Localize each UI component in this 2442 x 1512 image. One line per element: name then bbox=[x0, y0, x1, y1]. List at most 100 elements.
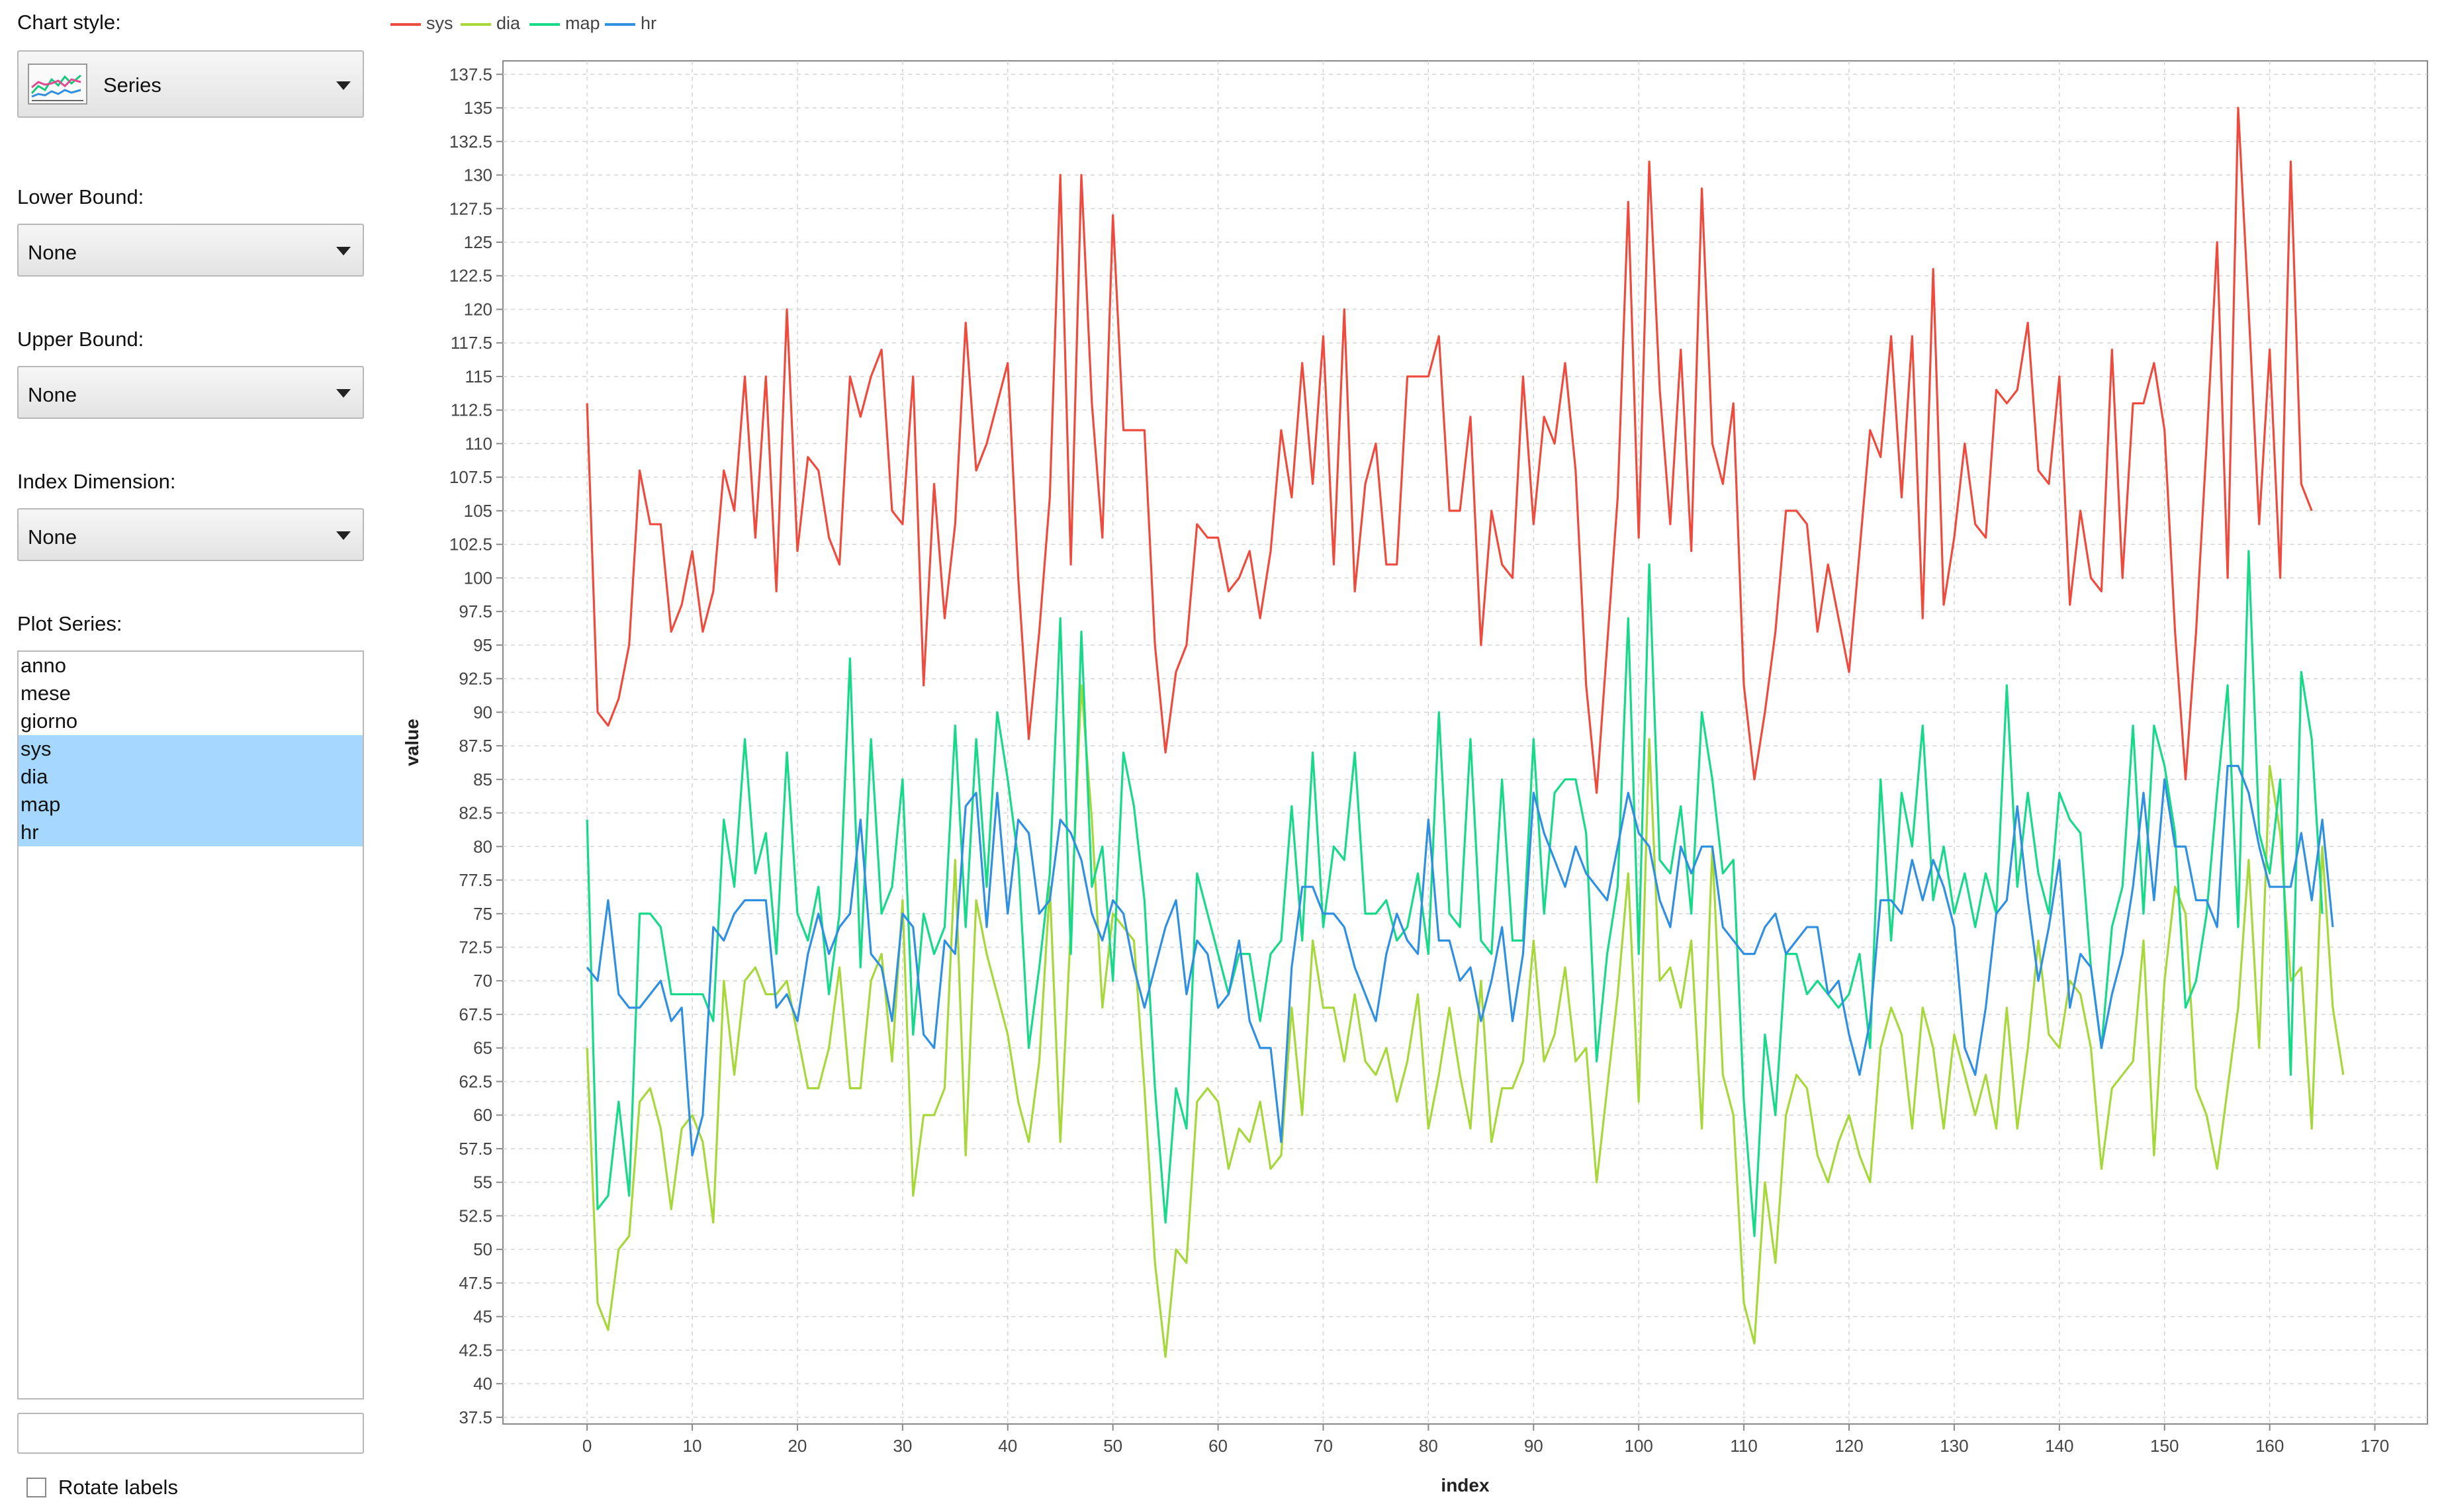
series-line-map bbox=[586, 550, 2324, 1237]
y-tick-label: 112.5 bbox=[451, 400, 492, 420]
x-tick-label: 160 bbox=[2255, 1436, 2284, 1456]
y-tick-label: 52.5 bbox=[459, 1206, 492, 1225]
y-tick-label: 70 bbox=[473, 971, 492, 991]
y-tick-label: 67.5 bbox=[459, 1004, 492, 1024]
legend-label: dia bbox=[496, 13, 521, 33]
y-tick-label: 80 bbox=[473, 836, 492, 856]
y-tick-label: 50 bbox=[473, 1239, 492, 1259]
chart-style-value: Series bbox=[103, 73, 161, 97]
y-tick-label: 127.5 bbox=[449, 199, 492, 218]
y-tick-label: 47.5 bbox=[459, 1273, 492, 1293]
x-tick-label: 70 bbox=[1314, 1436, 1333, 1456]
list-item[interactable]: sys bbox=[19, 735, 363, 763]
y-axis-title: value bbox=[402, 719, 422, 766]
legend-item-sys: sys bbox=[390, 13, 453, 34]
plot-series-list[interactable]: anno mese giorno sys dia map hr bbox=[17, 650, 364, 1400]
series-line-sys bbox=[586, 107, 2313, 794]
legend-item-map: map bbox=[529, 13, 600, 34]
chart-style-dropdown[interactable]: Series bbox=[17, 50, 364, 118]
y-tick-label: 60 bbox=[473, 1105, 492, 1125]
x-tick-label: 150 bbox=[2150, 1436, 2179, 1456]
lower-bound-value: None bbox=[28, 241, 77, 264]
y-tick-label: 72.5 bbox=[459, 938, 492, 957]
chevron-down-icon bbox=[336, 247, 351, 255]
y-tick-label: 105 bbox=[464, 501, 492, 521]
y-tick-label: 125 bbox=[464, 232, 492, 252]
x-tick-label: 120 bbox=[1834, 1436, 1863, 1456]
x-tick-label: 170 bbox=[2361, 1436, 2389, 1456]
x-axis-title: index bbox=[1441, 1475, 1490, 1495]
list-item[interactable]: hr bbox=[19, 819, 363, 846]
legend-swatch bbox=[605, 22, 635, 26]
y-tick-label: 137.5 bbox=[449, 64, 492, 84]
y-tick-label: 55 bbox=[473, 1173, 492, 1192]
line-chart: 0 10 20 30 40 50 60 70 80 90 100 110 120 130 140 150 160… bbox=[402, 60, 2428, 1495]
y-tick-label: 40 bbox=[473, 1374, 492, 1394]
x-tick-label: 50 bbox=[1103, 1436, 1122, 1456]
plot-area bbox=[502, 60, 2428, 1425]
y-tick-label: 117.5 bbox=[451, 333, 492, 353]
x-tick-label: 60 bbox=[1208, 1436, 1228, 1456]
chevron-down-icon bbox=[336, 81, 351, 90]
y-tick-label: 115 bbox=[465, 367, 492, 386]
x-tick-label: 110 bbox=[1730, 1436, 1757, 1456]
chevron-down-icon bbox=[336, 389, 351, 398]
y-tick-label: 85 bbox=[473, 770, 492, 789]
legend-label: sys bbox=[426, 13, 453, 33]
index-dimension-value: None bbox=[28, 525, 77, 549]
y-tick-label: 107.5 bbox=[449, 467, 492, 487]
x-tick-label: 30 bbox=[893, 1436, 912, 1456]
y-tick-label: 100 bbox=[464, 568, 492, 588]
x-tick-label: 0 bbox=[582, 1436, 592, 1456]
y-tick-label: 130 bbox=[464, 165, 492, 185]
y-tick-label: 57.5 bbox=[459, 1139, 492, 1159]
x-tick-label: 140 bbox=[2045, 1436, 2073, 1456]
rotate-labels-label: Rotate labels bbox=[58, 1476, 178, 1499]
legend-swatch bbox=[390, 22, 421, 26]
y-tick-label: 110 bbox=[465, 433, 492, 453]
y-tick-label: 90 bbox=[473, 702, 492, 722]
control-panel: Chart style: Series Lower Bound: None Up… bbox=[0, 0, 384, 1512]
y-tick-label: 87.5 bbox=[459, 736, 492, 756]
series-line-dia bbox=[586, 684, 2345, 1358]
y-tick-label: 42.5 bbox=[459, 1340, 492, 1360]
list-item[interactable]: dia bbox=[19, 763, 363, 791]
y-tick-label: 75 bbox=[473, 904, 492, 924]
y-tick-label: 97.5 bbox=[459, 601, 492, 621]
y-tick-label: 92.5 bbox=[459, 669, 492, 689]
lower-bound-label: Lower Bound: bbox=[17, 185, 144, 208]
legend-swatch bbox=[461, 22, 491, 26]
plot-series-label: Plot Series: bbox=[17, 612, 122, 635]
y-tick-label: 37.5 bbox=[459, 1407, 492, 1427]
series-chart-icon bbox=[28, 64, 87, 105]
upper-bound-label: Upper Bound: bbox=[17, 328, 144, 351]
upper-bound-dropdown[interactable]: None bbox=[17, 366, 364, 419]
x-tick-label: 10 bbox=[683, 1436, 702, 1456]
filter-text-input[interactable] bbox=[17, 1413, 364, 1454]
legend-item-dia: dia bbox=[461, 13, 520, 34]
x-tick-label: 130 bbox=[1940, 1436, 1968, 1456]
legend-label: map bbox=[565, 13, 600, 33]
list-item[interactable]: giorno bbox=[21, 709, 78, 733]
y-tick-label: 82.5 bbox=[459, 803, 492, 823]
list-item[interactable]: mese bbox=[21, 682, 71, 705]
upper-bound-value: None bbox=[28, 383, 77, 406]
x-tick-label: 20 bbox=[788, 1436, 807, 1456]
y-tick-label: 45 bbox=[473, 1307, 492, 1327]
index-dimension-label: Index Dimension: bbox=[17, 470, 176, 493]
y-tick-label: 132.5 bbox=[449, 132, 492, 152]
y-tick-label: 65 bbox=[473, 1038, 492, 1058]
x-tick-label: 90 bbox=[1524, 1436, 1543, 1456]
rotate-labels-checkbox[interactable] bbox=[26, 1478, 46, 1497]
lower-bound-dropdown[interactable]: None bbox=[17, 224, 364, 277]
legend-item-hr: hr bbox=[605, 13, 656, 34]
list-item[interactable]: map bbox=[19, 791, 363, 819]
list-item[interactable]: anno bbox=[21, 654, 66, 677]
index-dimension-dropdown[interactable]: None bbox=[17, 508, 364, 561]
legend-label: hr bbox=[641, 13, 657, 33]
y-tick-label: 120 bbox=[464, 299, 492, 319]
y-tick-label: 122.5 bbox=[449, 266, 492, 286]
x-tick-label: 100 bbox=[1625, 1436, 1653, 1456]
y-tick-label: 135 bbox=[464, 98, 492, 118]
y-tick-label: 62.5 bbox=[459, 1071, 492, 1091]
